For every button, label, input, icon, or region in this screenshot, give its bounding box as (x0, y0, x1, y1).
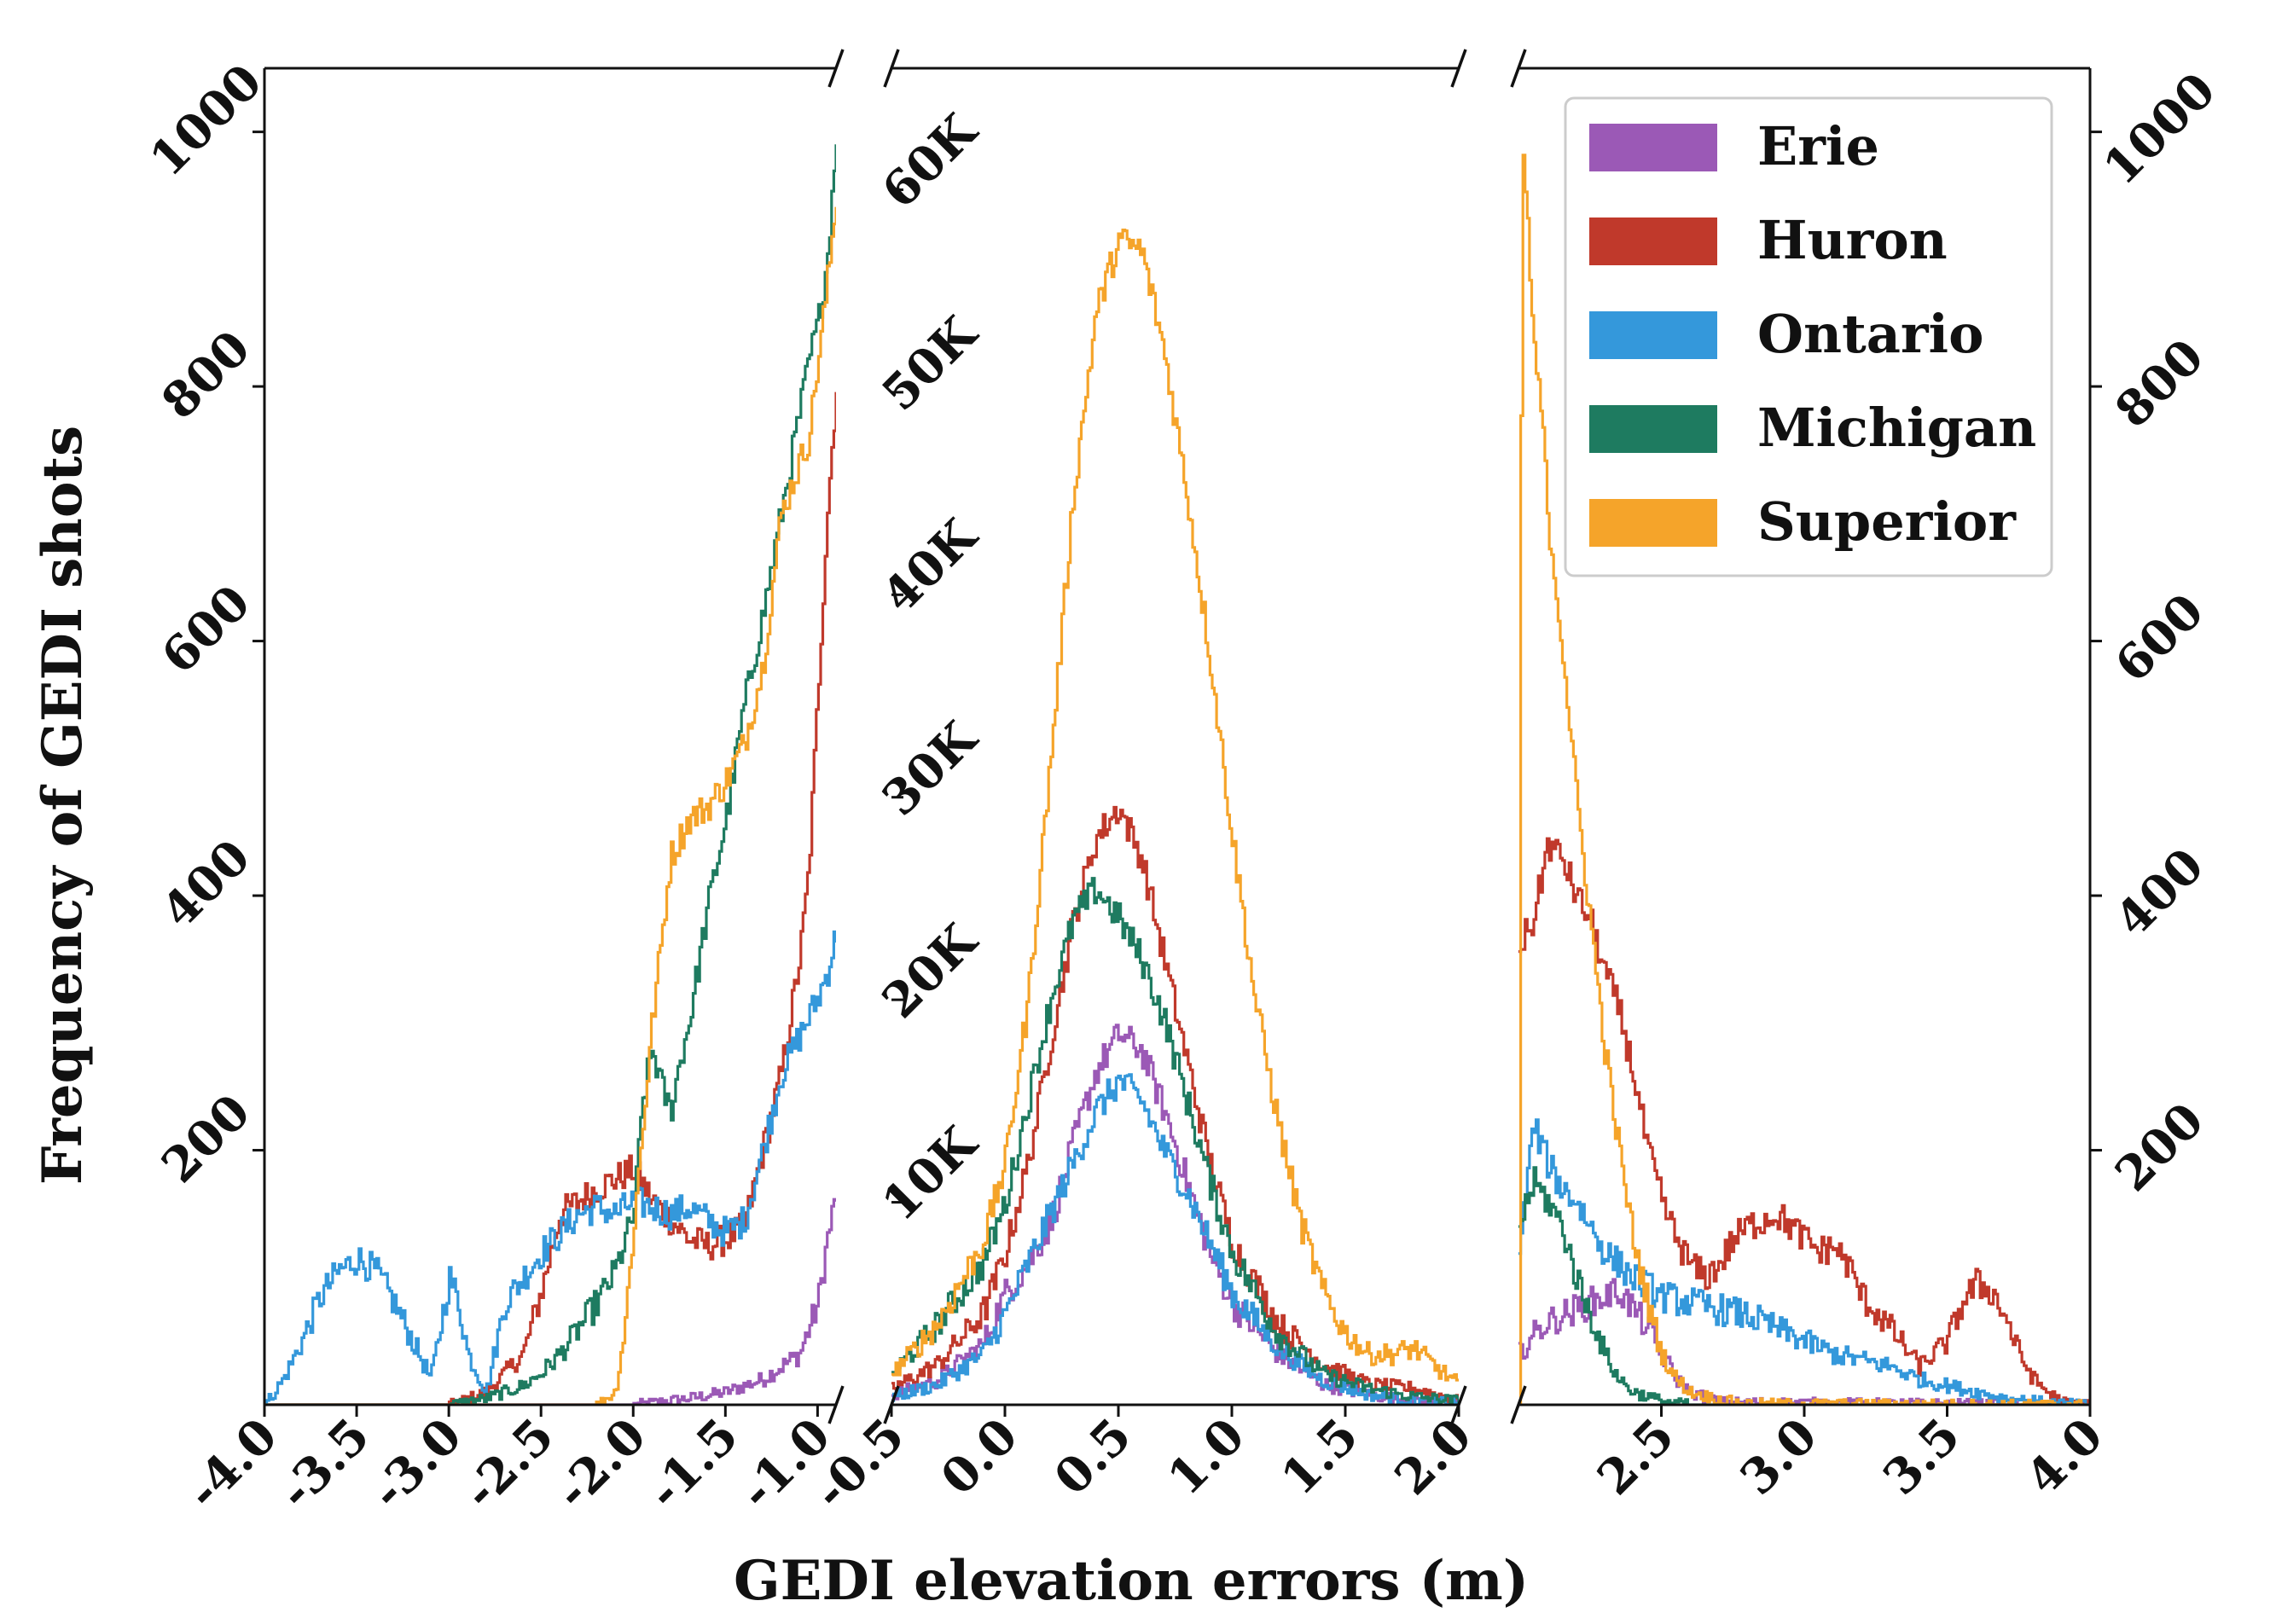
legend-swatch-superior (1589, 499, 1717, 547)
x-tick-label: -1.5 (636, 1407, 749, 1520)
x-tick-label: 3.0 (1729, 1407, 1828, 1506)
y-tick-label: 10K (871, 1114, 989, 1232)
y-tick-label: 20K (871, 912, 989, 1030)
y-tick-label: 600 (151, 574, 261, 684)
series-line-michigan-middle (891, 877, 1459, 1405)
series-line-huron-right (1518, 837, 2090, 1405)
y-tick-label: 1000 (2093, 62, 2227, 196)
series-line-erie-left (264, 1198, 836, 1405)
legend-label-michigan: Michigan (1757, 397, 2036, 459)
series-line-ontario-middle (891, 1073, 1459, 1405)
series-line-huron-left (264, 392, 836, 1405)
x-tick-label: -2.5 (452, 1407, 565, 1520)
x-tick-label: -4.0 (176, 1407, 288, 1520)
y-tick-label: 40K (871, 507, 989, 624)
y-tick-label: 400 (2105, 838, 2215, 948)
x-tick-label: -2.0 (544, 1407, 657, 1520)
y-tick-label: 30K (871, 710, 989, 827)
series-line-erie-middle (891, 1024, 1459, 1405)
y-tick-label: 200 (2105, 1092, 2215, 1202)
legend: Erie Huron Ontario Michigan Superior (1564, 96, 2053, 577)
series-line-michigan-right (1518, 1166, 2090, 1405)
y-tick-label: 60K (871, 102, 989, 219)
x-tick-label: 1.0 (1157, 1407, 1256, 1506)
legend-swatch-michigan (1589, 405, 1717, 453)
y-tick-label: 600 (2105, 583, 2215, 693)
y-tick-label: 200 (151, 1083, 261, 1193)
y-tick-label: 50K (871, 304, 989, 422)
legend-label-superior: Superior (1757, 490, 2017, 553)
frame-left (263, 67, 836, 1406)
legend-swatch-huron (1589, 218, 1717, 265)
y-axis-label: Frequency of GEDI shots (31, 426, 95, 1185)
legend-swatch-ontario (1589, 311, 1717, 359)
axis-break-left (827, 49, 845, 1424)
x-tick-label: 0.0 (930, 1407, 1029, 1506)
x-tick-label: 2.5 (1587, 1407, 1686, 1506)
x-tick-label: 0.5 (1043, 1407, 1142, 1506)
x-tick-label: -0.5 (803, 1407, 915, 1520)
series-line-erie-right (1518, 1278, 2090, 1405)
series-group-middle (891, 229, 1459, 1405)
x-tick-label: 1.5 (1270, 1407, 1369, 1506)
legend-label-huron: Huron (1757, 209, 1948, 271)
legend-label-ontario: Ontario (1757, 303, 1983, 365)
y-tick-label: 400 (151, 829, 261, 939)
y-tick-label: 800 (2105, 328, 2215, 438)
series-line-ontario-right (1518, 1118, 2090, 1405)
x-tick-label: -3.0 (360, 1407, 473, 1520)
series-line-superior-left (264, 206, 836, 1405)
x-tick-label: 2.0 (1384, 1407, 1483, 1506)
x-tick-label: -3.5 (268, 1407, 380, 1520)
panel-middle: -0.5 0.0 0.5 1.0 1.5 2.0 10K 20K 30K 40K 50K 60K (803, 49, 1483, 1520)
panel-left: -4.0-3.5-3.0-2.5-2.0-1.5-1.0200400600800… (139, 49, 845, 1520)
legend-swatch-erie (1589, 124, 1717, 171)
x-tick-label: 4.0 (2015, 1407, 2114, 1506)
series-group-left (264, 144, 836, 1405)
x-axis-label: GEDI elevation errors (m) (734, 1549, 1529, 1613)
series-line-huron-middle (891, 805, 1459, 1405)
y-tick-label: 800 (151, 320, 261, 430)
axis-break-right (1510, 49, 1527, 1424)
series-line-michigan-left (264, 144, 836, 1405)
legend-label-erie: Erie (1757, 115, 1879, 177)
y-tick-label: 1000 (139, 54, 273, 188)
x-tick-label: 3.5 (1872, 1407, 1971, 1506)
series-line-superior-middle (891, 229, 1459, 1382)
frame-middle (891, 67, 1459, 1406)
series-line-ontario-left (264, 930, 836, 1405)
